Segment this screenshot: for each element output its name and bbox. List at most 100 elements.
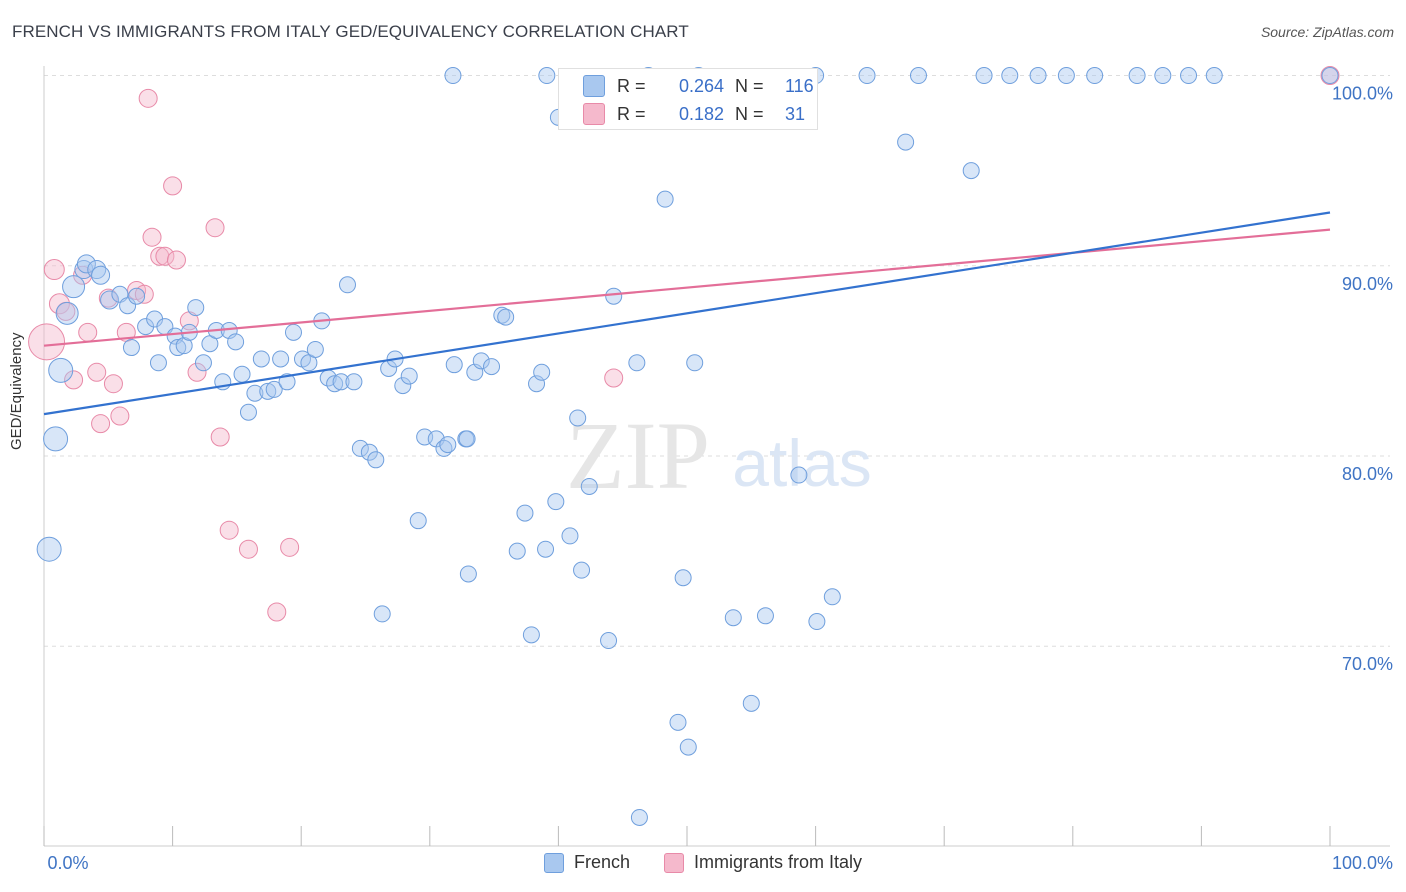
y-tick-label: 80.0% — [1342, 464, 1393, 484]
data-point-french — [252, 350, 270, 368]
data-point-french — [187, 299, 205, 317]
data-point-french — [149, 354, 167, 372]
data-point-french — [1128, 67, 1146, 85]
data-point-italy — [91, 414, 111, 434]
stats-row-french: R = 0.264 N = 116 — [583, 72, 814, 100]
stats-swatch-italy — [583, 103, 605, 125]
x-tick-label: 100.0% — [1332, 853, 1393, 873]
data-point-french — [1057, 67, 1075, 85]
data-point-french — [278, 373, 296, 391]
data-point-french — [246, 384, 264, 402]
data-point-french — [679, 738, 697, 756]
data-point-french — [674, 569, 692, 587]
data-point-french — [823, 588, 841, 606]
trend-line-italy — [43, 228, 1331, 347]
data-point-french — [1029, 67, 1047, 85]
data-point-french — [975, 67, 993, 85]
data-point-french — [239, 403, 257, 421]
data-point-french — [43, 426, 69, 452]
data-point-french — [656, 190, 674, 208]
data-point-french — [306, 340, 324, 358]
data-point-french — [76, 254, 96, 274]
data-point-french — [400, 367, 418, 385]
data-point-french — [326, 375, 344, 393]
stats-row-italy: R = 0.182 N = 31 — [583, 100, 813, 128]
legend-item-italy: Immigrants from Italy — [664, 852, 862, 873]
data-point-french — [962, 162, 980, 180]
data-point-italy — [219, 520, 239, 540]
data-point-french — [909, 67, 927, 85]
data-point-french — [790, 466, 808, 484]
data-point-italy — [28, 323, 66, 361]
data-point-italy — [1320, 66, 1340, 86]
legend-swatch-italy — [664, 852, 684, 873]
data-point-french — [561, 527, 579, 545]
stats-box: R = 0.264 N = 116 R = 0.182 N = 31 — [558, 68, 818, 130]
data-point-italy — [280, 537, 300, 557]
data-point-french — [1205, 67, 1223, 85]
data-point-french — [897, 133, 915, 151]
stats-n-value: 31 — [785, 103, 806, 124]
data-point-french — [573, 561, 591, 579]
data-point-french — [272, 350, 290, 368]
data-point-french — [394, 377, 412, 395]
data-point-french — [569, 409, 587, 427]
data-point-italy — [187, 362, 207, 382]
data-point-french — [808, 613, 826, 631]
data-point-french — [686, 354, 704, 372]
data-point-french — [459, 565, 477, 583]
data-point-french — [742, 694, 760, 712]
data-point-french — [669, 713, 687, 731]
data-point-french — [62, 275, 86, 299]
data-point-french — [55, 301, 79, 325]
stats-swatch-french — [583, 75, 605, 97]
data-point-french — [522, 626, 540, 644]
data-point-italy — [267, 602, 287, 622]
data-point-french — [600, 632, 618, 650]
legend-label-french: French — [573, 852, 630, 872]
data-point-italy — [43, 259, 65, 281]
data-point-french — [36, 536, 62, 562]
data-point-italy — [205, 218, 225, 238]
data-point-french — [547, 493, 565, 511]
data-point-french — [724, 609, 742, 627]
data-point-french — [756, 607, 774, 625]
data-point-french — [100, 290, 120, 310]
data-point-french — [483, 358, 501, 376]
data-point-french — [91, 265, 111, 285]
stats-r-value: 0.264 — [679, 75, 725, 96]
stats-n-label: N = — [735, 103, 764, 124]
legend-label-italy: Immigrants from Italy — [694, 852, 863, 872]
data-point-french — [367, 451, 385, 469]
data-point-italy — [87, 362, 107, 382]
data-point-french — [472, 352, 490, 370]
legend-item-french: French — [543, 852, 630, 873]
data-point-french — [119, 297, 137, 315]
watermark-atlas: atlas — [732, 426, 871, 500]
data-point-italy — [78, 322, 98, 342]
data-point-french — [439, 436, 457, 454]
data-point-french — [445, 356, 463, 374]
chart-title: FRENCH VS IMMIGRANTS FROM ITALY GED/EQUI… — [12, 22, 689, 41]
series-italy-points — [28, 66, 1340, 622]
data-point-italy — [155, 246, 175, 266]
data-point-french — [122, 339, 140, 357]
y-tick-label: 90.0% — [1342, 274, 1393, 294]
data-point-french — [345, 373, 363, 391]
watermark-zip: ZIP — [566, 402, 710, 509]
data-point-french — [194, 354, 212, 372]
data-point-italy — [138, 88, 158, 108]
grid-lines — [44, 75, 1390, 647]
data-point-italy — [238, 539, 258, 559]
stats-n-value: 116 — [785, 75, 814, 96]
watermark: ZIP atlas — [566, 402, 872, 509]
data-point-french — [458, 430, 476, 448]
data-point-italy — [166, 250, 186, 270]
data-point-italy — [103, 374, 123, 394]
axes — [43, 66, 1390, 847]
data-point-french — [580, 477, 598, 495]
data-point-french — [284, 323, 302, 341]
data-point-french — [444, 67, 462, 85]
data-point-french — [351, 439, 369, 457]
